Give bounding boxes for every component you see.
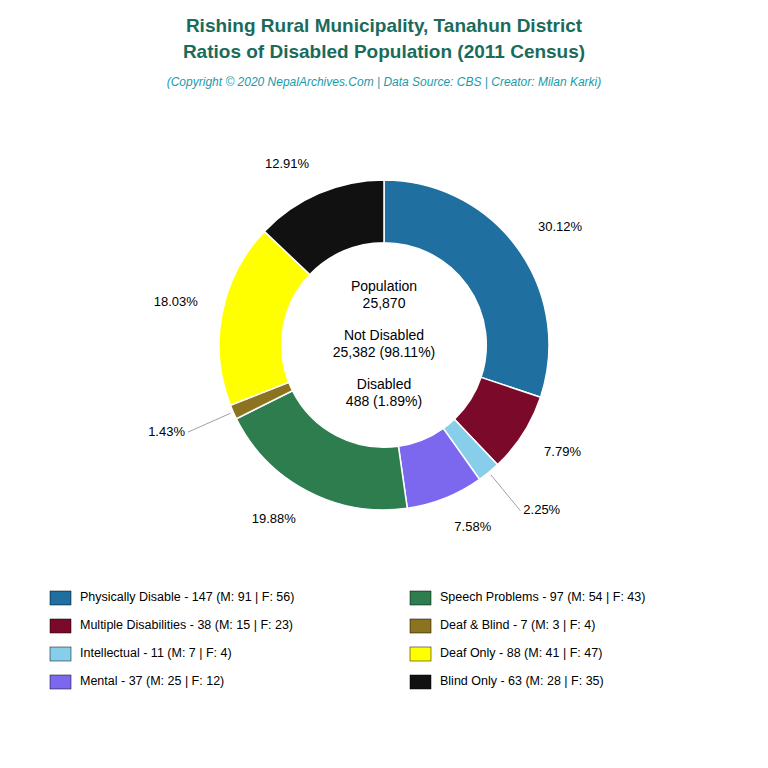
legend-swatch [410,619,431,633]
legend-item: Physically Disable - 147 (M: 91 | F: 56) [50,590,294,605]
legend-item: Deaf & Blind - 7 (M: 3 | F: 4) [410,618,595,633]
legend-item: Deaf Only - 88 (M: 41 | F: 47) [410,646,602,661]
legend-item: Mental - 37 (M: 25 | F: 12) [50,674,224,689]
data-label: 7.58% [454,519,491,534]
annotation-line: Disabled [357,376,411,392]
legend-label: Speech Problems - 97 (M: 54 | F: 43) [440,590,645,604]
annotation-line: 25,382 (98.11%) [333,344,435,360]
legend-item: Blind Only - 63 (M: 28 | F: 35) [410,674,604,689]
legend-swatch [50,619,71,633]
center-annotation: Disabled488 (1.89%) [346,376,422,409]
legend-swatch [50,647,71,661]
subtitle: (Copyright © 2020 NepalArchives.Com | Da… [167,75,602,89]
leader-line [491,475,520,511]
legend-label: Deaf Only - 88 (M: 41 | F: 47) [440,646,602,660]
annotation-line: 25,870 [363,295,406,311]
chart: Rishing Rural Municipality, Tanahun Dist… [0,0,768,768]
title-line: Ratios of Disabled Population (2011 Cens… [183,41,585,62]
legend-label: Intellectual - 11 (M: 7 | F: 4) [80,646,232,660]
annotation-line: Population [351,278,417,294]
leader-line [188,413,230,432]
legend: Physically Disable - 147 (M: 91 | F: 56)… [50,590,645,689]
title-line: Rishing Rural Municipality, Tanahun Dist… [186,15,583,36]
data-label: 7.79% [544,444,581,459]
legend-swatch [50,675,71,689]
data-label: 1.43% [148,424,185,439]
legend-label: Multiple Disabilities - 38 (M: 15 | F: 2… [80,618,293,632]
legend-swatch [410,675,431,689]
legend-label: Physically Disable - 147 (M: 91 | F: 56) [80,590,294,604]
data-label: 19.88% [252,511,297,526]
legend-label: Deaf & Blind - 7 (M: 3 | F: 4) [440,618,595,632]
legend-label: Mental - 37 (M: 25 | F: 12) [80,674,224,688]
data-label: 2.25% [523,502,560,517]
center-annotation: Not Disabled25,382 (98.11%) [333,327,435,360]
data-label: 18.03% [154,294,199,309]
legend-swatch [50,591,71,605]
slice [264,180,384,275]
legend-item: Intellectual - 11 (M: 7 | F: 4) [50,646,232,661]
annotation-line: 488 (1.89%) [346,393,422,409]
annotation-line: Not Disabled [344,327,424,343]
legend-label: Blind Only - 63 (M: 28 | F: 35) [440,674,604,688]
data-label: 12.91% [265,156,310,171]
data-label: 30.12% [538,219,583,234]
slice [398,428,479,508]
donut: 30.12% 7.79% 2.25% 7.58% 19.88% 1.43% 18.03% 12… [148,156,582,534]
title: Rishing Rural Municipality, Tanahun Dist… [183,15,585,62]
legend-item: Multiple Disabilities - 38 (M: 15 | F: 2… [50,618,293,633]
center-annotation: Population25,870 [351,278,417,311]
legend-swatch [410,647,431,661]
legend-item: Speech Problems - 97 (M: 54 | F: 43) [410,590,645,605]
legend-swatch [410,591,431,605]
